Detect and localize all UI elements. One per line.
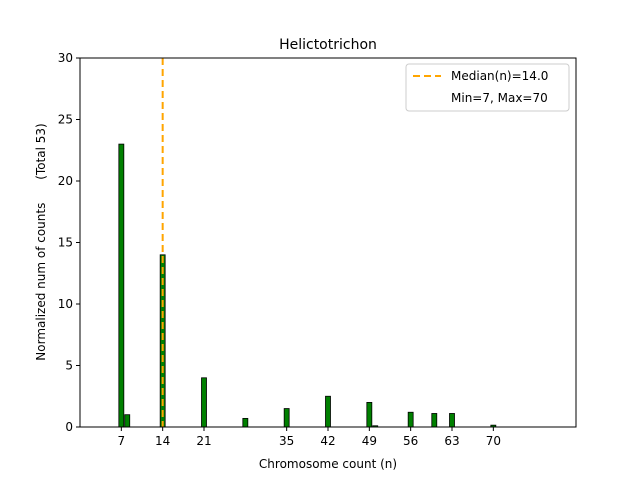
y-tick-label: 25 — [58, 113, 73, 127]
bar-28 — [242, 417, 249, 428]
y-axis-label: Normalized num of counts (Total 53) — [34, 123, 48, 360]
bar-35 — [283, 408, 290, 428]
bar-56 — [407, 411, 414, 428]
x-tick-label: 35 — [279, 434, 294, 448]
bar-42 — [325, 395, 331, 428]
x-tick-label: 63 — [444, 434, 459, 448]
bar-7 — [118, 143, 125, 428]
legend-box — [405, 63, 570, 112]
chart-title: Helictotrichon — [279, 37, 377, 53]
x-tick-label: 56 — [403, 434, 418, 448]
bar-60 — [431, 413, 438, 428]
y-tick-label: 30 — [58, 51, 73, 65]
x-tick-label: 7 — [118, 434, 126, 448]
bar-21 — [201, 377, 207, 428]
legend-minmax: Min=7, Max=70 — [451, 91, 548, 105]
x-tick-label: 14 — [155, 434, 170, 448]
bar-63 — [449, 413, 455, 428]
plot-frame — [79, 57, 577, 428]
legend: Median(n)=14.0 Min=7, Max=70 — [405, 63, 570, 112]
bar-49 — [366, 401, 373, 428]
x-tick-label: 49 — [362, 434, 377, 448]
bar-8 — [124, 414, 131, 428]
x-axis-label: Chromosome count (n) — [259, 457, 397, 471]
x-tick-label: 21 — [196, 434, 211, 448]
y-tick-label: 20 — [58, 174, 73, 188]
y-tick-label: 15 — [58, 236, 73, 250]
y-tick-label: 10 — [58, 297, 73, 311]
y-tick-label: 0 — [65, 420, 73, 434]
y-tick-label: 5 — [65, 359, 73, 373]
x-tick-label: 42 — [320, 434, 335, 448]
legend-median: Median(n)=14.0 — [451, 69, 548, 83]
x-tick-label: 70 — [486, 434, 501, 448]
